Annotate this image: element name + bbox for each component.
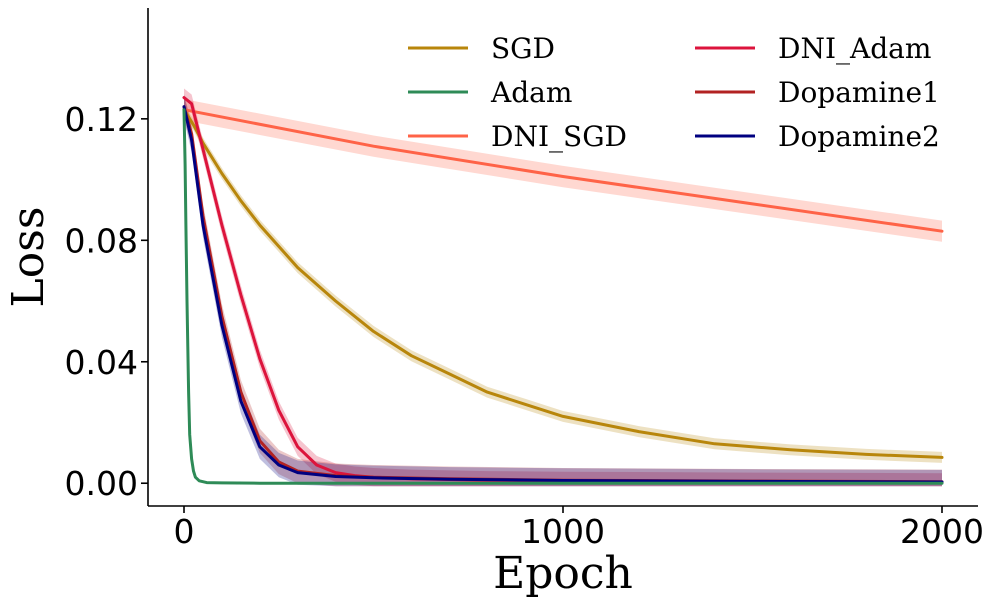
band-dni-sgd — [184, 99, 942, 242]
band-sgd — [184, 104, 942, 463]
legend-item-dni-sgd: DNI_SGD — [408, 120, 627, 153]
legend-label: DNI_Adam — [778, 32, 931, 65]
x-tick-label: 2000 — [900, 512, 984, 551]
legend-item-adam: Adam — [408, 76, 572, 109]
legend-label: Adam — [490, 76, 572, 109]
line-dni-sgd — [182, 108, 944, 233]
x-tick-label: 1000 — [521, 512, 605, 551]
line-dopamine2 — [182, 105, 944, 484]
legend-label: Dopamine1 — [778, 76, 940, 109]
x-tick-label: 0 — [174, 512, 195, 551]
line-dopamine1 — [182, 105, 944, 484]
y-tick-label: 0.08 — [65, 221, 138, 260]
y-tick-label: 0.04 — [65, 343, 138, 382]
legend-label: DNI_SGD — [491, 120, 627, 153]
legend-item-sgd: SGD — [408, 32, 555, 65]
band-dopamine2 — [184, 94, 942, 487]
legend-label: SGD — [491, 32, 555, 65]
line-adam — [182, 108, 944, 485]
legend: SGD Adam DNI_SGD DNI_Adam Dopamine1 Dopamine2 — [408, 32, 940, 153]
x-axis-label: Epoch — [493, 548, 633, 599]
band-dopamine1 — [184, 94, 942, 487]
y-tick-label: 0.00 — [65, 464, 138, 503]
series-lines — [182, 96, 944, 485]
legend-item-dopamine1: Dopamine1 — [695, 76, 940, 109]
ticks: 0 1000 2000 0.00 0.04 0.08 0.12 — [65, 100, 984, 551]
legend-item-dni-adam: DNI_Adam — [695, 32, 931, 65]
line-dni-adam — [182, 96, 944, 484]
legend-label: Dopamine2 — [778, 120, 940, 153]
y-axis-label: Loss — [3, 207, 54, 308]
legend-item-dopamine2: Dopamine2 — [695, 120, 940, 153]
line-sgd — [182, 108, 944, 459]
y-tick-label: 0.12 — [65, 100, 138, 139]
